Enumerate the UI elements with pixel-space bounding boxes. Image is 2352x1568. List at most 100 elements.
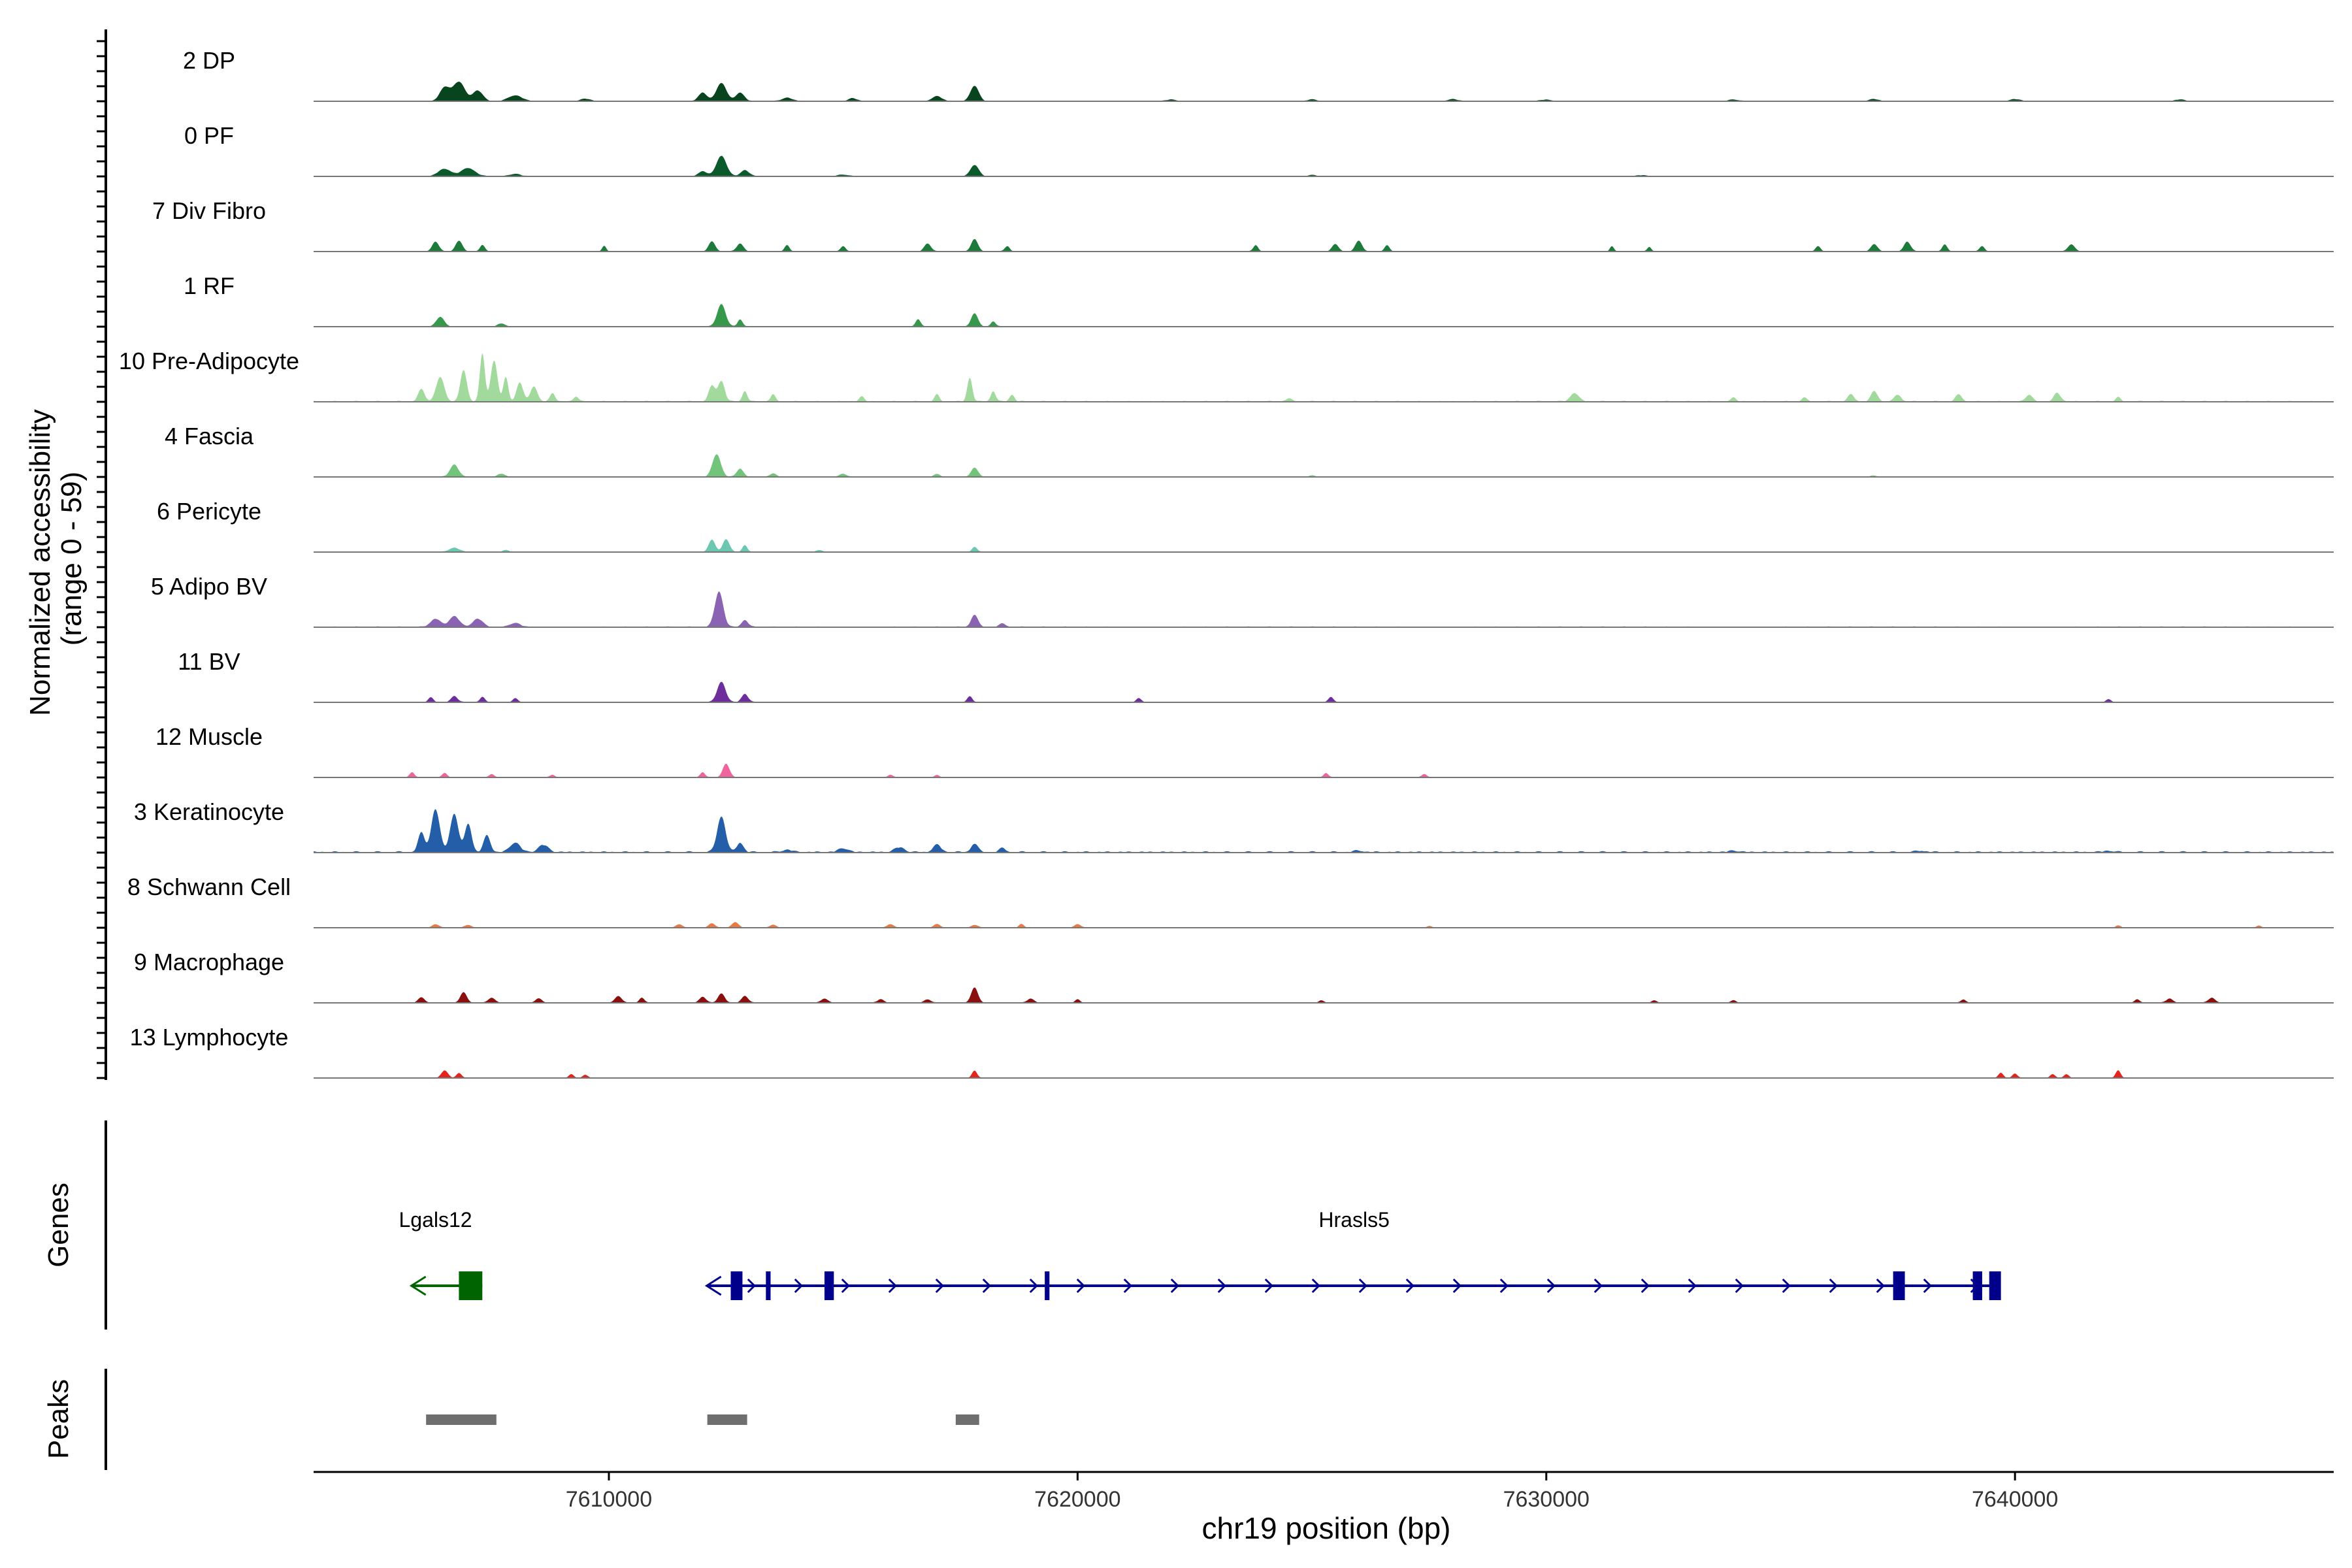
track-label: 6 Pericyte — [157, 498, 261, 525]
track-0-pf: 0 PF — [184, 122, 2334, 177]
track-2-dp: 2 DP — [183, 47, 2334, 102]
strand-arrow — [1123, 1278, 1132, 1294]
strand-arrow — [1876, 1278, 1885, 1294]
track-1-rf: 1 RF — [184, 272, 2334, 327]
y-axis-title-line2: (range 0 - 59) — [56, 472, 88, 646]
strand-arrow — [1076, 1278, 1085, 1294]
coverage-area — [314, 539, 2334, 552]
gene-exon — [766, 1271, 771, 1300]
strand-arrow — [935, 1278, 944, 1294]
strand-arrow — [1170, 1278, 1179, 1294]
accessibility-y-axis — [97, 29, 107, 1080]
x-tick-label: 7610000 — [566, 1487, 652, 1512]
track-12-muscle: 12 Muscle — [155, 723, 2334, 778]
x-tick-label: 7630000 — [1503, 1487, 1590, 1512]
strand-arrow — [1923, 1278, 1932, 1294]
track-3-keratinocyte: 3 Keratinocyte — [134, 798, 2334, 853]
strand-arrow — [1452, 1278, 1462, 1294]
coverage-area — [314, 681, 2334, 702]
track-9-macrophage: 9 Macrophage — [134, 949, 2334, 1004]
coverage-tracks: 2 DP 0 PF 7 Div Fibro 1 RF 10 Pre-Adipocyte 4… — [119, 47, 2334, 1079]
coverage-area — [314, 922, 2334, 928]
gene-exon — [730, 1271, 743, 1300]
peak-regions — [426, 1414, 979, 1425]
strand-arrow — [982, 1278, 991, 1294]
coverage-area — [314, 454, 2334, 477]
strand-arrow — [1217, 1278, 1226, 1294]
strand-arrow — [1829, 1278, 1838, 1294]
strand-arrow — [794, 1278, 803, 1294]
gene-exon — [1989, 1271, 2001, 1300]
strand-arrow — [1735, 1278, 1744, 1294]
track-8-schwann-cell: 8 Schwann Cell — [127, 874, 2334, 928]
coverage-area — [314, 987, 2334, 1003]
strand-arrow — [1311, 1278, 1320, 1294]
track-label: 4 Fascia — [165, 423, 254, 449]
position-x-axis: 7610000 7620000 7630000 7640000 — [314, 1471, 2334, 1512]
gene-exon — [824, 1271, 834, 1300]
track-label: 13 Lymphocyte — [130, 1024, 289, 1051]
strand-arrow — [1499, 1278, 1509, 1294]
gene-exon — [459, 1271, 483, 1300]
y-axis-title-line1: Normalized accessibility — [24, 409, 56, 715]
strand-arrow — [747, 1278, 756, 1294]
x-tick-label: 7620000 — [1034, 1487, 1120, 1512]
track-label: 11 BV — [178, 648, 240, 675]
strand-arrow — [888, 1278, 897, 1294]
gene-label: Lgals12 — [399, 1208, 472, 1232]
gene-label: Hrasls5 — [1318, 1208, 1389, 1232]
gene-exon — [1045, 1271, 1050, 1300]
strand-arrow — [1358, 1278, 1367, 1294]
genes-panel: Genes Lgals12 Hrasls5 — [42, 1120, 2001, 1330]
gene-exon — [1893, 1271, 1905, 1300]
track-label: 5 Adipo BV — [151, 573, 267, 600]
x-tick-label: 7640000 — [1972, 1487, 2058, 1512]
peaks-panel-title: Peaks — [42, 1379, 74, 1459]
track-5-adipo-bv: 5 Adipo BV — [151, 573, 2334, 628]
strand-arrow — [409, 1275, 427, 1296]
strand-arrow — [1782, 1278, 1791, 1294]
coverage-area — [314, 304, 2334, 327]
coverage-area — [314, 353, 2334, 402]
strand-arrow — [1593, 1278, 1603, 1294]
strand-arrow — [704, 1275, 722, 1296]
track-label: 10 Pre-Adipocyte — [119, 348, 299, 374]
gene-models: Lgals12 Hrasls5 — [399, 1208, 2001, 1300]
strand-arrow — [1405, 1278, 1414, 1294]
peak-region — [707, 1414, 747, 1425]
strand-arrow — [1641, 1278, 1650, 1294]
track-label: 7 Div Fibro — [152, 197, 266, 224]
track-13-lymphocyte: 13 Lymphocyte — [130, 1024, 2334, 1079]
strand-arrow — [1546, 1278, 1556, 1294]
track-label: 2 DP — [183, 47, 235, 74]
genes-panel-title: Genes — [42, 1183, 74, 1267]
y-axis-title: Normalized accessibility (range 0 - 59) — [24, 401, 88, 716]
track-label: 1 RF — [184, 272, 235, 299]
peak-region — [426, 1414, 497, 1425]
gene-lgals12: Lgals12 — [399, 1208, 483, 1300]
coverage-area — [314, 155, 2334, 176]
track-10-pre-adipocyte: 10 Pre-Adipocyte — [119, 348, 2334, 402]
coverage-area — [314, 238, 2334, 252]
track-7-div-fibro: 7 Div Fibro — [152, 197, 2334, 252]
track-6-pericyte: 6 Pericyte — [157, 498, 2334, 553]
strand-arrow — [841, 1278, 850, 1294]
gene-hrasls5: Hrasls5 — [711, 1208, 2001, 1300]
coverage-area — [314, 82, 2334, 101]
coverage-area — [314, 763, 2334, 777]
track-label: 12 Muscle — [155, 723, 263, 750]
x-axis-title: chr19 position (bp) — [1202, 1511, 1451, 1545]
coverage-area — [314, 591, 2334, 627]
track-label: 9 Macrophage — [134, 949, 284, 975]
peak-region — [955, 1414, 979, 1425]
peaks-panel: Peaks — [42, 1369, 979, 1470]
strand-arrow — [1688, 1278, 1697, 1294]
coverage-area — [314, 1070, 2334, 1078]
track-label: 3 Keratinocyte — [134, 798, 284, 825]
coverage-area — [314, 809, 2334, 853]
track-label: 0 PF — [184, 122, 234, 149]
strand-arrow — [1264, 1278, 1273, 1294]
track-4-fascia: 4 Fascia — [165, 423, 2334, 478]
gene-exon — [1972, 1271, 1982, 1300]
